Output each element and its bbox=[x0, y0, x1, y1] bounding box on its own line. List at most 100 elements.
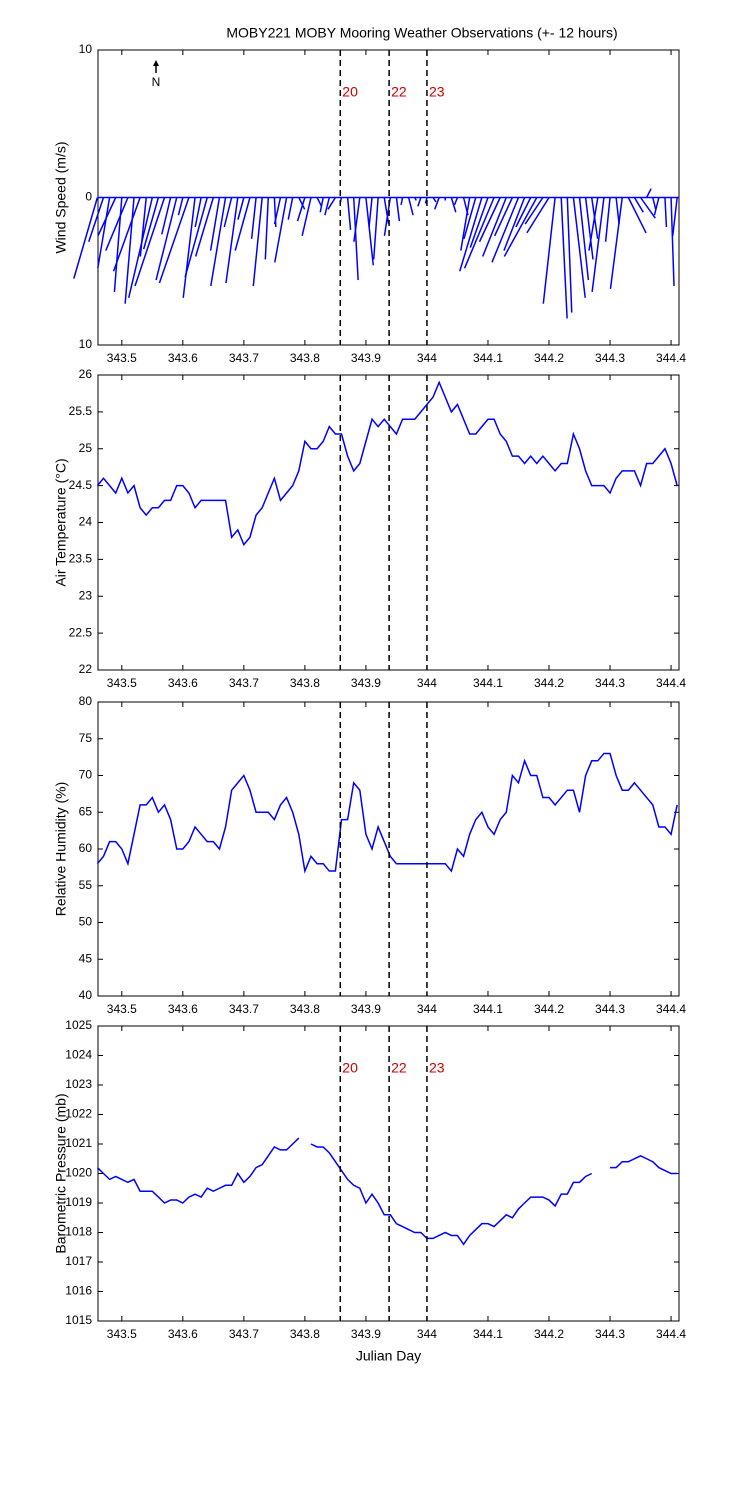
wind-stick bbox=[515, 197, 532, 228]
wind-stick bbox=[346, 197, 352, 231]
x-tick-label: 343.7 bbox=[229, 676, 259, 690]
wind-stick bbox=[609, 197, 623, 290]
x-tick-label: 344 bbox=[417, 1327, 437, 1341]
x-tick-label: 344 bbox=[417, 676, 437, 690]
wind-stick bbox=[542, 197, 556, 304]
wind-stick bbox=[584, 197, 594, 260]
event-label: 22 bbox=[391, 1060, 407, 1076]
wind-stick bbox=[209, 197, 221, 251]
north-arrow-head bbox=[153, 60, 159, 66]
wind-stick bbox=[155, 197, 178, 281]
y-tick-label: 1024 bbox=[65, 1048, 92, 1062]
wind-stick bbox=[627, 197, 647, 234]
y-tick-label: 24.5 bbox=[69, 478, 93, 492]
wind-stick bbox=[296, 197, 306, 222]
wind-stick bbox=[591, 197, 605, 292]
y-tick-label: 25 bbox=[79, 441, 93, 455]
y-tick-label: 1016 bbox=[65, 1284, 92, 1298]
x-tick-label: 343.7 bbox=[229, 1002, 259, 1016]
wind-stick bbox=[652, 197, 657, 210]
wind-stick bbox=[274, 197, 288, 263]
wind-stick bbox=[127, 197, 154, 298]
wind-stick bbox=[223, 197, 233, 228]
y-tick-label: 65 bbox=[79, 804, 93, 818]
wind-stick bbox=[112, 197, 141, 272]
x-tick-label: 343.6 bbox=[168, 676, 198, 690]
x-tick-label: 343.8 bbox=[290, 1002, 320, 1016]
y-tick-label: 1019 bbox=[65, 1195, 92, 1209]
y-tick-label: 10 bbox=[79, 337, 93, 351]
event-label: 23 bbox=[429, 1060, 445, 1076]
data-line bbox=[96, 1137, 678, 1246]
x-tick-label: 344 bbox=[417, 351, 437, 365]
wind-stick bbox=[566, 197, 573, 313]
event-label: 20 bbox=[342, 1060, 358, 1076]
wind-stick bbox=[225, 197, 239, 284]
wind-stick bbox=[459, 197, 483, 272]
y-axis-label: Wind Speed (m/s) bbox=[53, 141, 69, 253]
wind-stick bbox=[572, 197, 586, 298]
wind-stick bbox=[383, 197, 390, 225]
y-tick-label: 0 bbox=[85, 190, 92, 204]
x-tick-label: 343.8 bbox=[290, 351, 320, 365]
wind-stick bbox=[368, 197, 373, 228]
y-tick-label: 23 bbox=[79, 588, 93, 602]
x-tick-label: 344.2 bbox=[534, 1002, 564, 1016]
y-tick-label: 60 bbox=[79, 841, 93, 855]
wind-stick bbox=[639, 197, 656, 219]
x-tick-label: 343.8 bbox=[290, 1327, 320, 1341]
y-tick-label: 26 bbox=[79, 367, 93, 381]
wind-stick bbox=[524, 197, 544, 225]
wind-stick bbox=[182, 197, 196, 298]
y-tick-label: 1025 bbox=[65, 1018, 92, 1032]
x-tick-label: 343.8 bbox=[290, 676, 320, 690]
y-tick-label: 55 bbox=[79, 878, 93, 892]
wind-stick bbox=[578, 197, 590, 281]
wind-stick bbox=[453, 197, 459, 206]
x-tick-label: 343.6 bbox=[168, 351, 198, 365]
y-tick-label: 24 bbox=[79, 515, 93, 529]
x-tick-label: 344.4 bbox=[656, 351, 686, 365]
y-tick-label: 1023 bbox=[65, 1077, 92, 1091]
wind-stick bbox=[161, 197, 172, 235]
x-tick-label: 344.1 bbox=[473, 1327, 503, 1341]
y-tick-label: 80 bbox=[79, 694, 93, 708]
y-tick-label: 70 bbox=[79, 768, 93, 782]
wind-stick bbox=[503, 197, 538, 257]
x-tick-label: 344.4 bbox=[656, 676, 686, 690]
chart-title: MOBY221 MOBY Mooring Weather Observation… bbox=[226, 25, 617, 41]
x-tick-label: 343.9 bbox=[351, 351, 381, 365]
x-tick-label: 344.3 bbox=[595, 351, 625, 365]
wind-stick bbox=[327, 197, 337, 210]
wind-stick bbox=[407, 197, 414, 216]
wind-stick bbox=[142, 197, 160, 250]
wind-stick bbox=[250, 197, 257, 239]
wind-stick bbox=[417, 197, 422, 207]
wind-stick bbox=[324, 197, 331, 216]
wind-stick bbox=[234, 197, 251, 251]
wind-stick bbox=[88, 197, 105, 242]
wind-stick bbox=[664, 197, 668, 228]
wind-stick bbox=[105, 197, 129, 251]
y-tick-label: 22.5 bbox=[69, 625, 93, 639]
data-line bbox=[96, 752, 678, 874]
wind-stick bbox=[365, 197, 375, 266]
wind-stick bbox=[671, 197, 678, 236]
wind-stick bbox=[252, 197, 263, 287]
x-tick-label: 344.3 bbox=[595, 1002, 625, 1016]
x-tick-label: 344.4 bbox=[656, 1327, 686, 1341]
x-tick-label: 343.9 bbox=[351, 1002, 381, 1016]
wind-stick bbox=[301, 197, 312, 237]
wind-stick bbox=[97, 197, 111, 269]
x-tick-label: 344.1 bbox=[473, 676, 503, 690]
wind-stick bbox=[463, 197, 477, 240]
wind-stick bbox=[645, 188, 652, 198]
y-axis-label: Air Temperature (°C) bbox=[53, 458, 69, 586]
x-tick-label: 343.5 bbox=[107, 351, 137, 365]
wind-stick bbox=[194, 197, 202, 228]
event-label: 23 bbox=[429, 84, 445, 100]
wind-stick bbox=[478, 197, 501, 243]
x-tick-label: 344.4 bbox=[656, 1002, 686, 1016]
y-tick-label: 75 bbox=[79, 731, 93, 745]
wind-stick bbox=[460, 197, 471, 251]
